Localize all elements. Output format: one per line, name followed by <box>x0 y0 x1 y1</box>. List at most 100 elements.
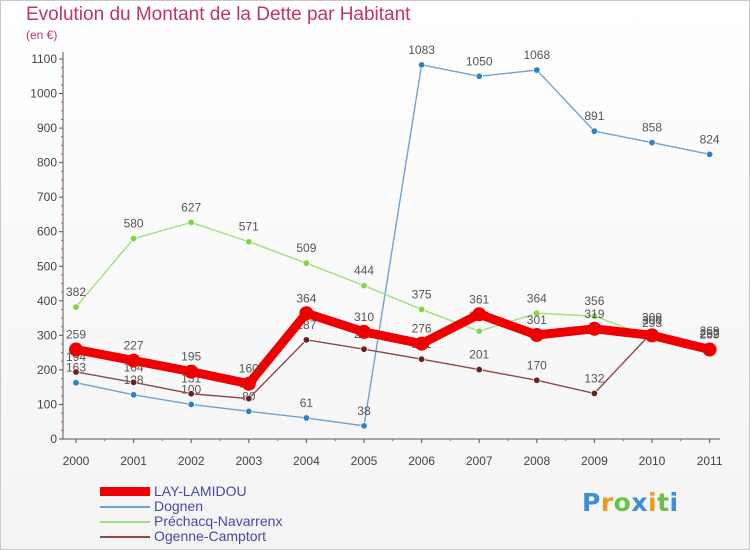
y-tick-label: 800 <box>37 156 57 170</box>
logo-letter: x <box>631 488 648 517</box>
y-tick-label: 1000 <box>30 87 57 101</box>
data-point-prechacq-navarrenx <box>72 303 80 311</box>
y-tick-label: 1100 <box>31 52 57 66</box>
data-point-dognen <box>706 150 714 158</box>
y-tick-label: 600 <box>37 225 57 239</box>
data-label-lay-lamidou: 227 <box>124 339 144 353</box>
data-point-ogenne-camptort <box>360 345 368 353</box>
y-tick-label: 0 <box>50 432 57 446</box>
x-tick-label: 2007 <box>466 454 493 468</box>
data-point-prechacq-navarrenx <box>475 327 483 335</box>
legend-item-ogenne-camptort: Ogenne-Camptort <box>100 529 282 544</box>
data-point-prechacq-navarrenx <box>590 312 598 320</box>
data-point-lay-lamidou <box>702 342 717 357</box>
data-point-dognen <box>302 414 310 422</box>
data-label-lay-lamidou: 364 <box>296 291 316 305</box>
data-label-lay-lamidou: 310 <box>354 310 374 324</box>
data-point-ogenne-camptort <box>72 368 80 376</box>
y-tick-label: 900 <box>37 121 57 135</box>
data-label-dognen: 824 <box>700 132 720 146</box>
legend-swatch <box>100 505 150 508</box>
data-label-prechacq-navarrenx: 364 <box>527 291 547 305</box>
chart-subtitle: (en €) <box>26 28 58 42</box>
data-label-lay-lamidou: 259 <box>700 328 720 342</box>
legend-label: Préchacq-Navarrenx <box>154 513 283 529</box>
chart-title: Evolution du Montant de la Dette par Hab… <box>26 4 411 25</box>
data-label-lay-lamidou: 300 <box>642 313 662 327</box>
data-point-prechacq-navarrenx <box>130 235 138 243</box>
x-tick-label: 2000 <box>63 454 90 468</box>
legend-swatch <box>100 487 150 496</box>
logo-letter: t <box>657 488 670 517</box>
data-point-ogenne-camptort <box>130 378 138 386</box>
data-point-lay-lamidou <box>241 376 256 391</box>
data-label-dognen: 1050 <box>466 54 493 68</box>
legend-item-dognen: Dognen <box>100 499 282 514</box>
data-point-prechacq-navarrenx <box>245 238 253 246</box>
logo-letter: r <box>600 488 614 517</box>
y-tick-label: 300 <box>37 328 57 342</box>
x-tick-label: 2003 <box>235 454 262 468</box>
data-label-ogenne-camptort: 170 <box>527 358 547 372</box>
y-tick-label: 200 <box>37 363 57 377</box>
data-point-dognen <box>533 66 541 74</box>
data-label-prechacq-navarrenx: 509 <box>296 241 316 255</box>
data-label-prechacq-navarrenx: 262 <box>700 326 720 340</box>
proxiti-logo: Proxiti <box>582 488 679 517</box>
data-label-lay-lamidou: 259 <box>66 328 86 342</box>
data-point-dognen <box>475 72 483 80</box>
data-label-ogenne-camptort: 269 <box>700 324 720 338</box>
legend-label: Dognen <box>154 498 204 514</box>
series-line-ogenne-camptort <box>75 331 711 400</box>
data-label-lay-lamidou: 276 <box>412 322 432 336</box>
data-point-lay-lamidou <box>299 306 314 321</box>
x-tick-label: 2010 <box>639 454 666 468</box>
data-point-prechacq-navarrenx <box>302 259 310 267</box>
legend-item-prechacq-navarrenx: Préchacq-Navarrenx <box>100 514 282 529</box>
logo-letter: i <box>648 488 658 517</box>
data-point-dognen <box>72 379 80 387</box>
data-point-ogenne-camptort <box>590 389 598 397</box>
data-point-dognen <box>418 61 426 69</box>
y-tick-label: 100 <box>37 397 57 411</box>
data-point-lay-lamidou <box>645 328 659 343</box>
data-point-ogenne-camptort <box>302 336 310 344</box>
data-point-ogenne-camptort <box>475 366 483 374</box>
legend-item-lay-lamidou: LAY-LAMIDOU <box>100 484 282 499</box>
data-label-lay-lamidou: 361 <box>469 292 489 306</box>
logo-letter: P <box>582 488 601 517</box>
data-label-lay-lamidou: 195 <box>181 350 201 364</box>
data-point-prechacq-navarrenx <box>418 305 426 313</box>
data-point-lay-lamidou <box>126 353 141 368</box>
x-tick-label: 2002 <box>178 454 205 468</box>
data-point-prechacq-navarrenx <box>533 309 541 317</box>
data-point-dognen <box>590 127 598 135</box>
data-point-ogenne-camptort <box>418 355 426 363</box>
data-point-dognen <box>245 407 253 415</box>
x-tick-label: 2006 <box>408 454 435 468</box>
data-label-ogenne-camptort: 309 <box>642 310 662 324</box>
data-label-dognen: 61 <box>300 396 314 410</box>
data-point-ogenne-camptort <box>533 376 541 384</box>
x-tick-label: 2008 <box>523 454 550 468</box>
data-point-dognen <box>360 422 368 430</box>
x-tick-label: 2004 <box>293 454 320 468</box>
y-tick-label: 400 <box>37 294 57 308</box>
data-point-prechacq-navarrenx <box>360 282 368 290</box>
data-point-lay-lamidou <box>357 324 371 339</box>
data-label-ogenne-camptort: 201 <box>469 348 489 362</box>
y-tick-label: 500 <box>37 259 57 273</box>
logo-letter: o <box>613 488 632 517</box>
series-line-dognen <box>75 64 711 427</box>
data-point-ogenne-camptort <box>187 390 195 398</box>
data-label-prechacq-navarrenx: 444 <box>354 264 374 278</box>
data-label-prechacq-navarrenx: 356 <box>584 294 604 308</box>
legend-label: LAY-LAMIDOU <box>154 483 247 499</box>
data-point-lay-lamidou <box>587 321 602 336</box>
data-label-ogenne-camptort: 132 <box>584 371 604 385</box>
y-tick-label: 700 <box>37 190 57 204</box>
data-label-prechacq-navarrenx: 571 <box>239 220 259 234</box>
data-label-dognen: 858 <box>642 121 662 135</box>
line-chart: 0 100 200 300 400 500 600 700 800 900 1000 1100 2000… <box>30 43 723 468</box>
